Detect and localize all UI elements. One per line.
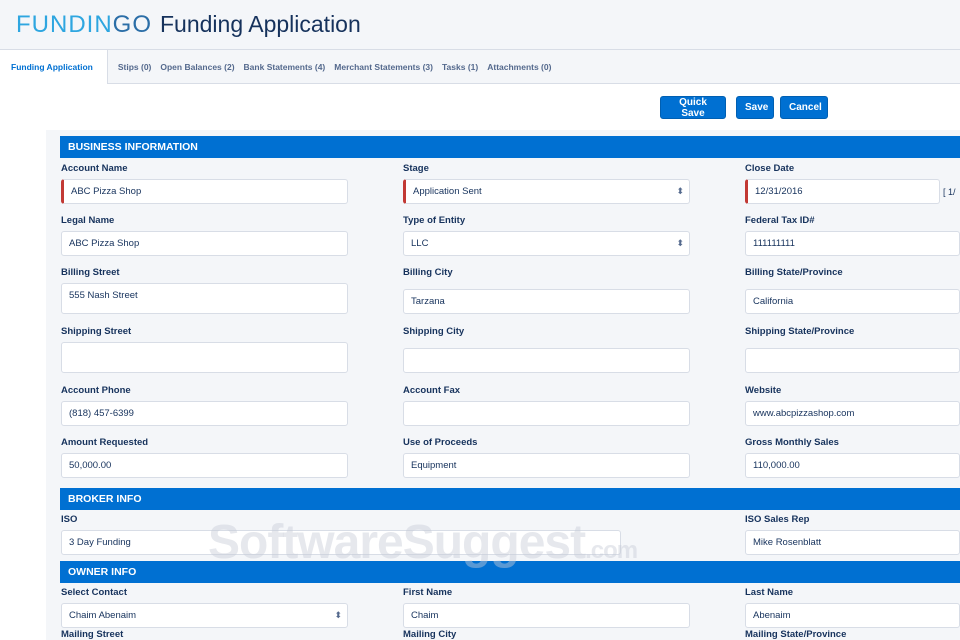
tab-funding-application[interactable]: Funding Application [0,50,108,84]
field-label: Stage [403,163,429,174]
amount-input[interactable]: 50,000.00 [61,453,348,478]
field-label: Mailing State/Province [745,629,847,640]
field-label: Use of Proceeds [403,437,478,448]
field-label: First Name [403,587,453,598]
section-business-information: BUSINESS INFORMATION [60,136,960,158]
field-label: Federal Tax ID# [745,215,815,226]
billing-city-field: Billing City Tarzana [403,267,690,314]
field-label: Account Name [61,163,128,174]
field-label: Website [745,385,782,396]
entity-type-select[interactable]: LLC [403,231,690,256]
field-label: Billing Street [61,267,120,278]
shipping-street-field: Shipping Street [61,326,348,373]
tab-stips[interactable]: Stips (0) [117,61,152,72]
close-date-input[interactable]: 12/31/2016 [745,179,940,204]
billing-state-input[interactable]: California [745,289,960,314]
iso-rep-input[interactable]: Mike Rosenblatt [745,530,960,555]
fundingo-logo: FUNDINGO [16,10,152,38]
account-name-input[interactable]: ABC Pizza Shop [61,179,348,204]
fax-field: Account Fax [403,385,690,426]
billing-state-field: Billing State/Province California [745,267,960,314]
website-field: Website www.abcpizzashop.com [745,385,960,426]
field-label: Last Name [745,587,794,598]
tax-id-field: Federal Tax ID# 111111111 [745,215,960,256]
tab-bank-statements[interactable]: Bank Statements (4) [243,61,326,72]
field-label: Amount Requested [61,437,149,448]
last-name-field: Last Name Abenaim [745,587,960,628]
field-label: Shipping State/Province [745,326,855,337]
website-input[interactable]: www.abcpizzashop.com [745,401,960,426]
save-button[interactable]: Save [736,96,774,119]
app-header: FUNDINGO Funding Application [0,0,960,50]
first-name-field: First Name Chaim [403,587,690,628]
page-title: Funding Application [160,11,361,37]
tab-merchant-statements[interactable]: Merchant Statements (3) [334,61,433,72]
contact-field: Select Contact Chaim Abenaim [61,587,348,628]
shipping-state-field: Shipping State/Province [745,326,960,373]
legal-name-field: Legal Name ABC Pizza Shop [61,215,348,256]
section-owner-info: OWNER INFO [60,561,960,583]
account-name-field: Account Name ABC Pizza Shop [61,163,348,204]
tab-open-balances[interactable]: Open Balances (2) [160,61,235,72]
close-date-field: Close Date 12/31/2016 [745,163,940,204]
section-broker-info: BROKER INFO [60,488,960,510]
field-label: Shipping City [403,326,465,337]
phone-input[interactable]: (818) 457-6399 [61,401,348,426]
iso-field: ISO 3 Day Funding [61,514,621,555]
use-of-proceeds-field: Use of Proceeds Equipment [403,437,690,478]
billing-street-input[interactable]: 555 Nash Street [61,283,348,314]
amount-field: Amount Requested 50,000.00 [61,437,348,478]
tab-attachments[interactable]: Attachments (0) [487,61,552,72]
shipping-city-input[interactable] [403,348,690,373]
gross-sales-field: Gross Monthly Sales 110,000.00 [745,437,960,478]
field-label: Gross Monthly Sales [745,437,839,448]
mailing-street-field: Mailing Street [61,629,123,640]
quick-save-button[interactable]: Quick Save [660,96,726,119]
billing-street-field: Billing Street 555 Nash Street [61,267,348,314]
field-label: Type of Entity [403,215,466,226]
tab-tasks[interactable]: Tasks (1) [441,61,479,72]
first-name-input[interactable]: Chaim [403,603,690,628]
field-label: Billing State/Province [745,267,843,278]
today-link[interactable]: [ 1/ [943,187,956,197]
field-label: Account Fax [403,385,461,396]
iso-rep-field: ISO Sales Rep Mike Rosenblatt [745,514,960,555]
field-label: Account Phone [61,385,131,396]
shipping-state-input[interactable] [745,348,960,373]
field-label: ISO Sales Rep [745,514,810,525]
field-label: ISO [61,514,78,525]
stage-select[interactable]: Application Sent [403,179,690,204]
field-label: Close Date [745,163,795,174]
field-label: Select Contact [61,587,127,598]
field-label: Mailing Street [61,629,124,640]
tab-bar: Funding Application Stips (0) Open Balan… [0,50,960,84]
form-panel: BUSINESS INFORMATION BROKER INFO OWNER I… [46,130,960,640]
mailing-city-field: Mailing City [403,629,456,640]
last-name-input[interactable]: Abenaim [745,603,960,628]
use-of-proceeds-input[interactable]: Equipment [403,453,690,478]
field-label: Legal Name [61,215,115,226]
fax-input[interactable] [403,401,690,426]
entity-type-field: Type of Entity LLC [403,215,690,256]
cancel-button[interactable]: Cancel [780,96,828,119]
field-label: Shipping Street [61,326,132,337]
iso-input[interactable]: 3 Day Funding [61,530,621,555]
contact-select[interactable]: Chaim Abenaim [61,603,348,628]
gross-sales-input[interactable]: 110,000.00 [745,453,960,478]
mailing-state-field: Mailing State/Province [745,629,846,640]
billing-city-input[interactable]: Tarzana [403,289,690,314]
shipping-city-field: Shipping City [403,326,690,373]
phone-field: Account Phone (818) 457-6399 [61,385,348,426]
legal-name-input[interactable]: ABC Pizza Shop [61,231,348,256]
field-label: Mailing City [403,629,457,640]
stage-field: Stage Application Sent [403,163,690,204]
shipping-street-input[interactable] [61,342,348,373]
tax-id-input[interactable]: 111111111 [745,231,960,256]
field-label: Billing City [403,267,453,278]
